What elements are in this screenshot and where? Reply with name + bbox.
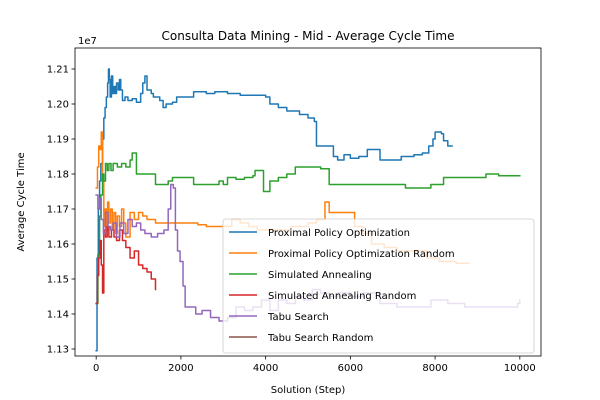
x-tick-label: 6000	[338, 363, 363, 374]
x-axis: 0 2000 4000 6000 8000 10000	[93, 356, 536, 374]
legend-entry: Proximal Policy Optimization	[268, 228, 410, 239]
series-line-proximal-policy-optimization	[95, 68, 453, 352]
plot-area	[74, 47, 542, 357]
y-tick-label: 1.16	[47, 240, 69, 251]
x-tick-label: 8000	[422, 363, 447, 374]
y-tick-label: 1.14	[47, 310, 69, 321]
legend-box	[222, 218, 535, 354]
series-line-simulated-annealing-random	[95, 225, 157, 305]
x-tick-label: 4000	[253, 363, 278, 374]
y-tick-label: 1.17	[47, 205, 69, 216]
y-tick-label: 1.20	[47, 100, 69, 111]
y-axis: 1.13 1.14 1.15 1.16 1.17 1.18 1.19 1.20 1.21	[47, 65, 75, 356]
y-tick-label: 1.15	[47, 275, 69, 286]
y-tick-label: 1.19	[47, 135, 69, 146]
legend: Proximal Policy Optimization Proximal Pol…	[222, 218, 535, 354]
y-axis-offset-text: 1e7	[78, 36, 97, 47]
y-tick-label: 1.13	[47, 345, 69, 356]
y-tick-label: 1.21	[47, 65, 69, 76]
y-axis-label: Average Cycle Time	[16, 152, 27, 251]
chart-title: Consulta Data Mining - Mid - Average Cyc…	[162, 29, 455, 43]
x-tick-label: 2000	[168, 363, 193, 374]
x-tick-label: 10000	[504, 363, 536, 374]
legend-entry: Simulated Annealing	[268, 270, 372, 281]
legend-entry: Proximal Policy Optimization Random	[268, 249, 455, 260]
legend-entry: Tabu Search Random	[267, 333, 373, 344]
legend-entry: Tabu Search	[267, 312, 329, 323]
y-tick-label: 1.18	[47, 170, 69, 181]
x-tick-label: 0	[93, 363, 99, 374]
legend-entry: Simulated Annealing Random	[268, 291, 416, 302]
x-axis-label: Solution (Step)	[271, 385, 346, 396]
series-line-simulated-annealing	[95, 152, 521, 305]
